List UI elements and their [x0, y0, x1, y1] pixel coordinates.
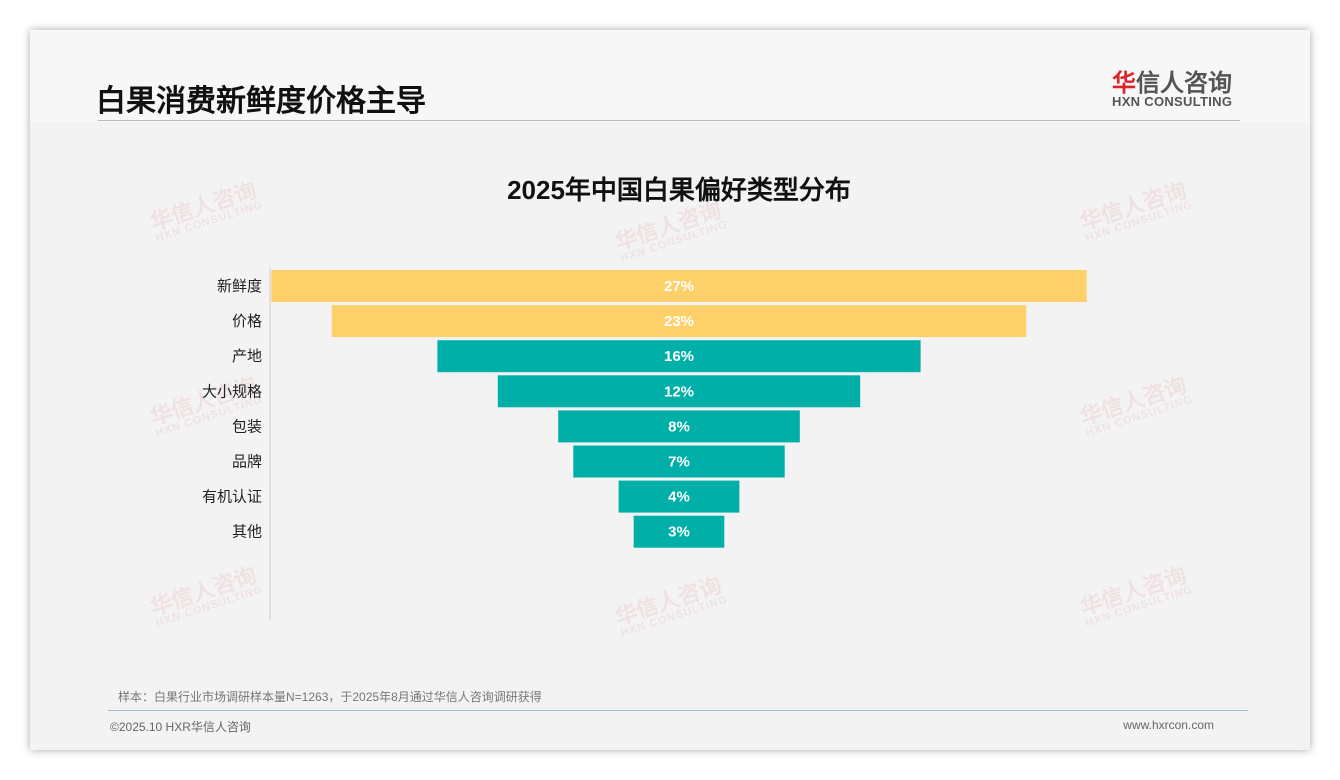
category-label: 大小规格 [202, 382, 262, 400]
sample-note: 样本：白果行业市场调研样本量N=1263，于2025年8月通过华信人咨询调研获得 [118, 690, 542, 704]
data-label: 12% [664, 383, 694, 400]
data-label: 27% [664, 278, 694, 295]
footer-divider [108, 710, 1248, 711]
bar [573, 445, 785, 478]
logo: 华信人咨询 [1112, 63, 1232, 98]
chart-title: 2025年中国白果偏好类型分布 [507, 175, 851, 205]
data-label: 3% [668, 524, 690, 541]
bar [558, 410, 800, 443]
page-title: 白果消费新鲜度价格主导 [96, 85, 426, 118]
category-label: 包装 [232, 417, 262, 435]
bar [331, 305, 1027, 338]
category-label: 产地 [232, 347, 262, 365]
header [30, 30, 1310, 122]
category-label: 新鲜度 [217, 277, 262, 295]
logo-text: 信人咨询 [1136, 70, 1232, 97]
copyright: ©2025.10 HXR华信人咨询 [110, 720, 251, 734]
category-label: 有机认证 [202, 488, 262, 506]
data-label: 7% [668, 454, 690, 471]
data-label: 16% [664, 348, 694, 365]
logo-en: HXN CONSULTING [1112, 94, 1233, 109]
data-label: 23% [664, 313, 694, 330]
bar [633, 515, 725, 548]
category-label: 其他 [232, 523, 262, 541]
bar [271, 270, 1087, 302]
website: www.hxrcon.com [1123, 718, 1214, 732]
bar [437, 340, 921, 373]
header-divider [98, 120, 1240, 121]
data-label: 4% [668, 489, 690, 506]
bar [618, 480, 740, 513]
category-label: 品牌 [232, 453, 262, 471]
slide: 白果消费新鲜度价格主导 华信人咨询 HXN CONSULTING 华信人咨询 HX… [30, 30, 1310, 750]
bar [497, 375, 861, 408]
category-label: 价格 [232, 312, 262, 330]
logo-red: 华 [1112, 70, 1136, 97]
funnel-chart: 27% 新鲜度 23% 价格 16% 产地 12% 大小规格 8% 包装 7% 品牌 4% 有机认证 3% 其… [202, 268, 1087, 620]
data-label: 8% [668, 418, 690, 435]
